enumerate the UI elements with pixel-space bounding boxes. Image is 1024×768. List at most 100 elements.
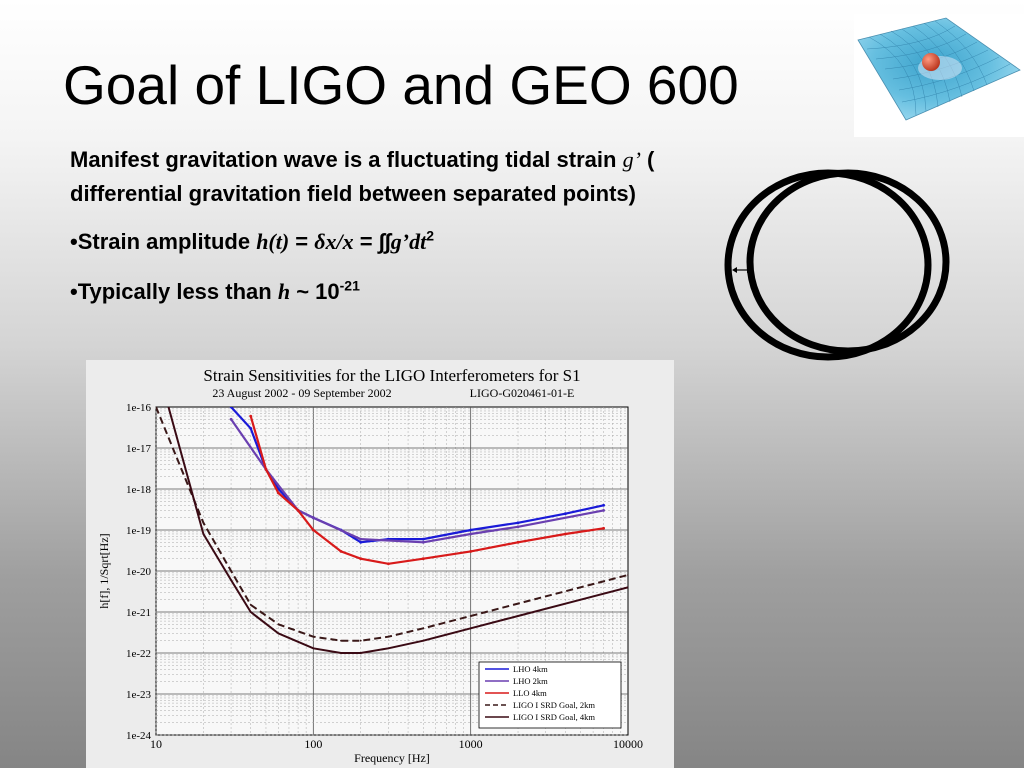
delta-x-over-x: δx/x bbox=[314, 229, 354, 254]
series-point-3 bbox=[339, 550, 343, 553]
series-point-5 bbox=[387, 647, 390, 650]
intro-text-1: Manifest gravitation wave is a fluctuati… bbox=[70, 147, 623, 172]
legend-entry: LHO 4km bbox=[513, 664, 548, 674]
series-point-4 bbox=[627, 574, 628, 576]
slide-body: Manifest gravitation wave is a fluctuati… bbox=[70, 143, 710, 309]
intro-paragraph: Manifest gravitation wave is a fluctuati… bbox=[70, 143, 710, 211]
series-point-5 bbox=[249, 611, 252, 613]
bullet2-label: •Typically less than bbox=[70, 279, 278, 304]
series-point-4 bbox=[517, 602, 519, 605]
series-point-3 bbox=[421, 557, 425, 561]
series-point-5 bbox=[422, 639, 425, 642]
ring-deformation-icon bbox=[720, 165, 960, 370]
series-point-1 bbox=[602, 503, 605, 507]
x-tick-label: 100 bbox=[304, 737, 322, 751]
series-point-3 bbox=[359, 557, 363, 561]
series-point-5 bbox=[230, 579, 233, 581]
series-point-1 bbox=[359, 540, 363, 544]
series-point-4 bbox=[469, 615, 472, 617]
intro-text-2: ( differential gravitation field between… bbox=[70, 147, 655, 206]
series-point-3 bbox=[277, 491, 280, 495]
g-prime-symbol: g’ bbox=[622, 147, 641, 172]
g-prime-dt: g’dt bbox=[390, 229, 427, 254]
series-point-5 bbox=[340, 652, 342, 654]
series-layer bbox=[156, 407, 628, 654]
approx-value: ~ 10 bbox=[290, 279, 340, 304]
series-point-4 bbox=[340, 639, 342, 642]
series-point-3 bbox=[469, 550, 473, 553]
series-point-2 bbox=[311, 516, 315, 520]
series-point-3 bbox=[602, 526, 605, 530]
y-tick-label: 1e-20 bbox=[126, 566, 152, 578]
series-point-2 bbox=[516, 525, 520, 529]
exponent-2: 2 bbox=[426, 227, 435, 244]
series-point-5 bbox=[312, 647, 315, 650]
series-point-1 bbox=[229, 407, 233, 409]
series-point-2 bbox=[602, 509, 605, 512]
legend-entry: LIGO I SRD Goal, 2km bbox=[513, 700, 595, 710]
series-point-3 bbox=[311, 528, 315, 532]
x-tick-label: 10000 bbox=[613, 737, 643, 751]
series-point-4 bbox=[387, 635, 390, 638]
x-tick-label: 1000 bbox=[459, 737, 483, 751]
y-tick-label: 1e-22 bbox=[126, 648, 151, 660]
series-point-3 bbox=[296, 509, 300, 512]
series-point-5 bbox=[167, 407, 170, 408]
series-point-2 bbox=[359, 537, 363, 541]
series-point-1 bbox=[469, 528, 473, 532]
chart-date-range: 23 August 2002 - 09 September 2002 bbox=[212, 386, 391, 400]
series-point-1 bbox=[421, 537, 425, 541]
y-axis-label: h[f], 1/Sqrt[Hz] bbox=[97, 533, 111, 608]
equals-2: = ∫∫ bbox=[353, 229, 391, 254]
slide-title: Goal of LIGO and GEO 600 bbox=[63, 54, 739, 116]
series-line-4 bbox=[156, 407, 628, 642]
chart-legend: LHO 4km LHO 2km LLO 4km LIGO I SRD Goal, 2k… bbox=[478, 661, 622, 729]
series-point-4 bbox=[249, 603, 252, 606]
legend-entry: LIGO I SRD Goal, 4km bbox=[513, 712, 595, 722]
series-point-1 bbox=[564, 512, 567, 516]
y-tick-label: 1e-17 bbox=[126, 443, 152, 455]
y-tick-label: 1e-18 bbox=[126, 484, 152, 496]
series-point-3 bbox=[564, 532, 567, 536]
series-point-3 bbox=[387, 562, 390, 566]
strain-sensitivity-chart: Strain Sensitivities for the LIGO Interf… bbox=[86, 360, 674, 768]
series-point-4 bbox=[156, 407, 157, 408]
series-line-5 bbox=[167, 407, 628, 654]
h-symbol: h bbox=[277, 279, 291, 304]
bullet-strain-amplitude: •Strain amplitude h(t) = δx/x = ∫∫g’dt2 bbox=[70, 225, 710, 259]
series-point-1 bbox=[516, 521, 520, 525]
series-point-4 bbox=[230, 570, 233, 572]
y-tick-label: 1e-24 bbox=[126, 730, 152, 742]
y-tick-label: 1e-23 bbox=[126, 689, 152, 701]
spacetime-membrane-icon bbox=[854, 14, 1024, 137]
series-point-2 bbox=[421, 540, 425, 544]
chart-doc-id: LIGO-G020461-01-E bbox=[470, 386, 575, 400]
series-point-4 bbox=[312, 635, 315, 638]
y-tick-label: 1e-19 bbox=[126, 525, 152, 537]
bullet1-label: •Strain amplitude bbox=[70, 229, 257, 254]
series-point-5 bbox=[277, 632, 280, 635]
y-tick-label: 1e-16 bbox=[126, 402, 152, 414]
tick-labels: 10 100 1000 10000 1e-16 1e-17 1e-18 1e-19 1e-20 1… bbox=[126, 402, 643, 751]
bullet-typical-value: •Typically less than h ~ 10-21 bbox=[70, 275, 710, 309]
series-point-4 bbox=[277, 623, 280, 626]
series-point-5 bbox=[627, 586, 628, 589]
series-point-1 bbox=[249, 427, 253, 430]
series-point-3 bbox=[264, 468, 268, 471]
x-tick-label: 10 bbox=[150, 737, 162, 751]
series-point-5 bbox=[517, 615, 519, 617]
legend-entry: LHO 2km bbox=[513, 676, 548, 686]
series-point-5 bbox=[202, 533, 205, 535]
y-tick-label: 1e-21 bbox=[126, 607, 151, 619]
exponent-minus-21: -21 bbox=[339, 277, 360, 294]
series-point-4 bbox=[579, 586, 582, 589]
series-point-5 bbox=[469, 627, 472, 630]
series-point-5 bbox=[359, 652, 362, 654]
series-point-3 bbox=[516, 540, 520, 544]
series-point-3 bbox=[249, 414, 253, 418]
double-arrow-icon bbox=[732, 267, 752, 273]
legend-entry: LLO 4km bbox=[513, 688, 547, 698]
chart-title: Strain Sensitivities for the LIGO Interf… bbox=[203, 366, 580, 385]
h-of-t: h(t) bbox=[256, 229, 290, 254]
series-point-4 bbox=[422, 627, 425, 630]
